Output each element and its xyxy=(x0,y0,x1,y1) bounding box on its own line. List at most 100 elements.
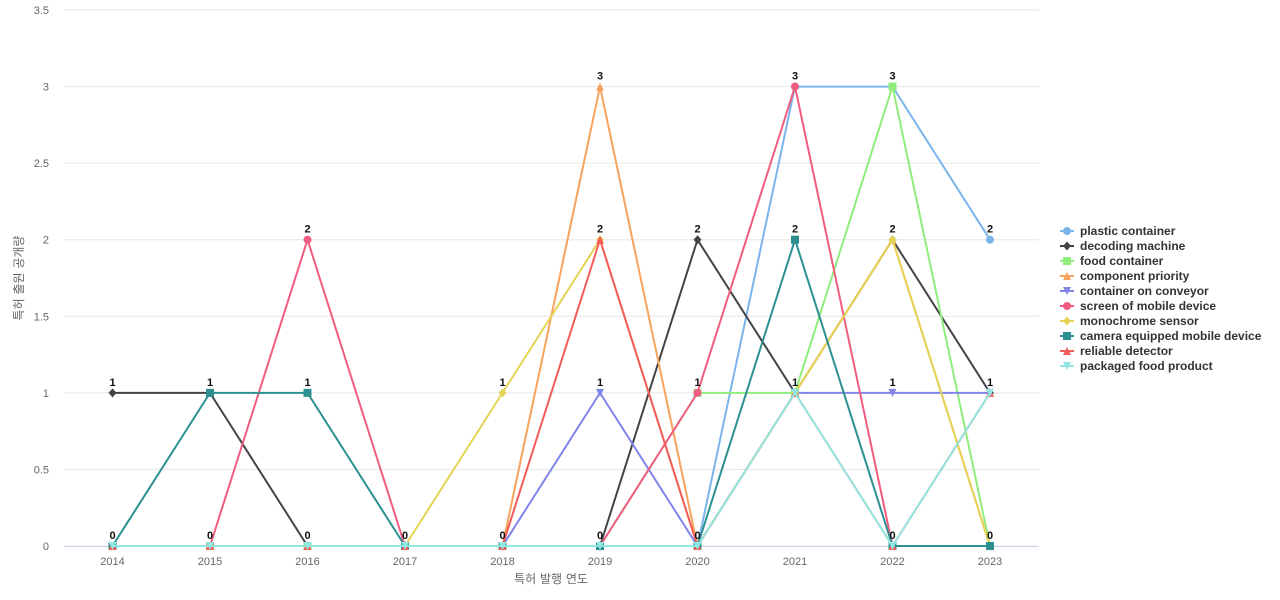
series-lines xyxy=(108,82,994,551)
legend-label: container on conveyor xyxy=(1080,284,1209,298)
series-point[interactable] xyxy=(693,235,702,245)
legend-marker[interactable] xyxy=(1063,272,1071,280)
legend-item[interactable]: container on conveyor xyxy=(1060,284,1209,298)
series-point[interactable] xyxy=(986,235,994,244)
legend-item[interactable]: monochrome sensor xyxy=(1060,314,1199,328)
data-label: 2 xyxy=(304,224,310,236)
data-label: 1 xyxy=(597,377,603,389)
legend-marker[interactable] xyxy=(1063,241,1071,251)
legend-marker[interactable] xyxy=(1063,362,1071,370)
data-label: 2 xyxy=(694,224,700,236)
legend-label: reliable detector xyxy=(1080,344,1173,358)
legend-item[interactable]: plastic container xyxy=(1060,224,1176,238)
legend-marker[interactable] xyxy=(1063,347,1071,355)
x-tick-label: 2019 xyxy=(588,556,612,568)
data-label: 2 xyxy=(987,224,993,236)
x-tick-label: 2015 xyxy=(198,556,222,568)
legend-item[interactable]: camera equipped mobile device xyxy=(1060,329,1262,343)
series-point[interactable] xyxy=(498,542,507,550)
x-tick-label: 2017 xyxy=(393,556,417,568)
x-tick-label: 2023 xyxy=(978,556,1002,568)
legend-item[interactable]: decoding machine xyxy=(1060,239,1186,253)
y-tick-label: 2 xyxy=(43,235,49,247)
series-point[interactable] xyxy=(303,235,312,244)
series-point[interactable] xyxy=(596,542,604,550)
series-point[interactable] xyxy=(791,82,799,91)
legend-marker[interactable] xyxy=(1063,332,1071,340)
legend-label: plastic container xyxy=(1080,224,1176,238)
y-tick-label: 0 xyxy=(43,541,49,553)
data-label: 3 xyxy=(792,71,798,83)
y-tick-label: 2.5 xyxy=(34,158,49,170)
legend-label: monochrome sensor xyxy=(1080,314,1199,328)
series-point[interactable] xyxy=(693,388,702,397)
series-point[interactable] xyxy=(693,542,702,550)
legend-marker[interactable] xyxy=(1063,227,1071,235)
series-point[interactable] xyxy=(888,542,897,550)
x-tick-label: 2018 xyxy=(490,556,514,568)
series-point[interactable] xyxy=(596,82,604,91)
series-point[interactable] xyxy=(206,388,214,397)
legend-item[interactable]: component priority xyxy=(1060,269,1190,283)
x-tick-label: 2014 xyxy=(100,556,124,568)
legend-marker[interactable] xyxy=(1063,316,1071,326)
data-label: 2 xyxy=(889,224,895,236)
legend-label: camera equipped mobile device xyxy=(1080,329,1262,343)
series-line[interactable] xyxy=(111,391,991,547)
series-point[interactable] xyxy=(986,542,994,550)
x-tick-label: 2022 xyxy=(880,556,904,568)
legend-label: decoding machine xyxy=(1080,239,1186,253)
y-tick-label: 1.5 xyxy=(34,311,49,323)
data-label: 2 xyxy=(792,224,798,236)
series-point[interactable] xyxy=(791,388,799,397)
legend-label: food container xyxy=(1080,254,1164,268)
legend-marker[interactable] xyxy=(1063,287,1071,295)
data-label: 0 xyxy=(889,530,895,542)
axes: 0 0.5 1 1.5 2 2.5 3 3.5 2014 2015 2016 2017 2018 2019… xyxy=(34,5,1039,568)
y-tick-label: 3 xyxy=(43,82,49,94)
x-tick-label: 2016 xyxy=(295,556,319,568)
y-tick-label: 0.5 xyxy=(34,464,49,476)
series-point[interactable] xyxy=(888,235,897,245)
data-label: 1 xyxy=(694,377,700,389)
data-label: 0 xyxy=(987,530,993,542)
data-label: 1 xyxy=(792,377,798,389)
data-label: 1 xyxy=(889,377,895,389)
series-point[interactable] xyxy=(888,388,897,397)
data-label: 2 xyxy=(597,224,603,236)
series-point[interactable] xyxy=(401,542,409,550)
data-label: 3 xyxy=(597,71,603,83)
series-point[interactable] xyxy=(108,388,117,398)
series-point[interactable] xyxy=(791,235,799,244)
legend-marker[interactable] xyxy=(1063,302,1071,310)
legend-label: screen of mobile device xyxy=(1080,299,1216,313)
series-point[interactable] xyxy=(303,542,312,550)
data-label: 0 xyxy=(402,530,408,542)
series-point[interactable] xyxy=(986,388,994,397)
data-label: 1 xyxy=(304,377,310,389)
x-axis-title: 특허 발행 연도 xyxy=(514,571,588,586)
legend-item[interactable]: reliable detector xyxy=(1060,344,1173,358)
data-label: 0 xyxy=(597,530,603,542)
data-labels: 1 0 1 0 2 1 0 0 1 0 3 2 1 0 2 1 0 3 2 1 3 2 1 0 2 1 0 xyxy=(109,71,993,542)
x-tick-label: 2020 xyxy=(685,556,709,568)
series-point[interactable] xyxy=(206,542,214,550)
series-point[interactable] xyxy=(108,542,117,550)
legend-label: packaged food product xyxy=(1080,359,1213,373)
data-label: 3 xyxy=(889,71,895,83)
series-point[interactable] xyxy=(303,388,312,397)
data-label: 0 xyxy=(207,530,213,542)
series-point[interactable] xyxy=(596,388,604,397)
legend-item[interactable]: food container xyxy=(1060,254,1164,268)
series-point[interactable] xyxy=(888,82,897,91)
series-point[interactable] xyxy=(596,235,604,244)
legend-item[interactable]: screen of mobile device xyxy=(1060,299,1216,313)
legend-item[interactable]: packaged food product xyxy=(1060,359,1213,373)
legend-label: component priority xyxy=(1080,269,1190,283)
legend-marker[interactable] xyxy=(1063,257,1071,265)
data-label: 0 xyxy=(109,530,115,542)
series-point[interactable] xyxy=(498,388,507,398)
